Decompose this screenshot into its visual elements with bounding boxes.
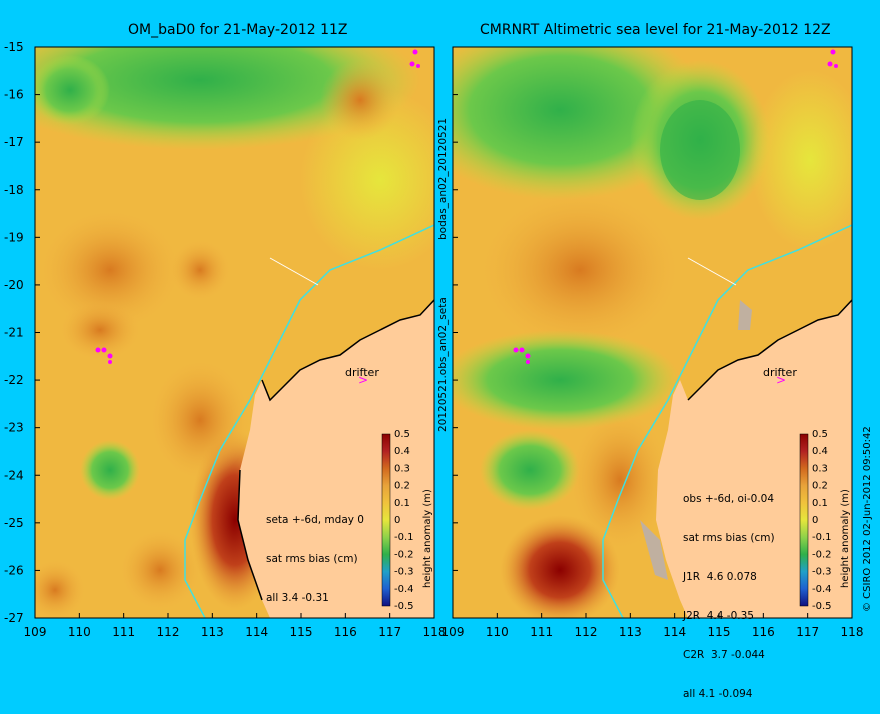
lon-tick-label: 110 <box>486 625 509 639</box>
colorbar-tick-label: 0.5 <box>394 429 410 440</box>
lat-tick-label: -26 <box>4 563 24 577</box>
colorbar-tick-label: 0 <box>812 515 818 526</box>
svg-text:>: > <box>776 373 786 387</box>
right-annotation-line: sat rms bias (cm) <box>683 532 775 544</box>
lat-tick-label: -22 <box>4 373 24 387</box>
lon-tick-label: 118 <box>423 625 446 639</box>
lat-tick-label: -15 <box>4 40 24 54</box>
lon-tick-label: 109 <box>24 625 47 639</box>
lon-tick-label: 110 <box>68 625 91 639</box>
right-annotation-line: C2R 3.7 -0.044 <box>683 649 765 661</box>
lon-tick-label: 113 <box>619 625 642 639</box>
colorbar-tick-label: 0.1 <box>812 498 828 509</box>
lat-tick-label: -25 <box>4 516 24 530</box>
left-colorbar <box>381 433 391 607</box>
lat-tick-label: -21 <box>4 326 24 340</box>
lat-tick-label: -19 <box>4 230 24 244</box>
obs-label: 20120521.obs_an02_seta <box>437 297 449 432</box>
colorbar-ticks: 0.5 0.4 0.3 0.2 0.1 0 -0.1 -0.2 -0.3 -0.4 -0.5 0.5 0… <box>394 429 832 612</box>
lat-tick-label: -18 <box>4 183 24 197</box>
svg-text:>: > <box>358 373 368 387</box>
colorbar-tick-label: 0.2 <box>812 481 828 492</box>
right-annotation: obs +-6d, oi-0.04 sat rms bias (cm) J1R … <box>683 467 775 714</box>
lon-tick-label: 117 <box>378 625 401 639</box>
colorbar-tick-label: -0.1 <box>394 532 414 543</box>
colorbar-tick-label: -0.5 <box>394 601 414 612</box>
lon-tick-label: 109 <box>442 625 465 639</box>
lat-tick-label: -24 <box>4 468 24 482</box>
lon-tick-label: 116 <box>334 625 357 639</box>
left-annotation-line: sat rms bias (cm) <box>266 553 358 565</box>
right-annotation-line: obs +-6d, oi-0.04 <box>683 493 775 505</box>
axis-ticks: -15-16-17-18-19-20-21-22-23-24-25-26-271… <box>4 40 863 639</box>
right-annotation-line: J1R 4.6 0.078 <box>683 571 757 583</box>
colorbar-tick-label: -0.4 <box>812 584 832 595</box>
colorbar-tick-label: 0.3 <box>812 463 828 474</box>
lat-tick-label: -23 <box>4 421 24 435</box>
right-map-title: CMRNRT Altimetric sea level for 21-May-2… <box>480 22 831 38</box>
left-annotation-line: seta +-6d, mday 0 <box>266 514 364 526</box>
colorbar-tick-label: -0.3 <box>394 567 414 578</box>
lat-tick-label: -27 <box>4 611 24 625</box>
left-drifter-markers: > <box>95 49 420 387</box>
colorbar-tick-label: -0.1 <box>812 532 832 543</box>
lon-tick-label: 115 <box>708 625 731 639</box>
left-colorbar-label: height anomaly (m) <box>422 489 433 588</box>
lat-tick-label: -17 <box>4 135 24 149</box>
lat-tick-label: -16 <box>4 88 24 102</box>
copyright-label: © CSIRO 2012 02-Jun-2012 09:50:42 <box>862 426 873 612</box>
lon-tick-label: 112 <box>157 625 180 639</box>
lat-tick-label: -20 <box>4 278 24 292</box>
right-colorbar <box>799 433 809 607</box>
colorbar-tick-label: 0.4 <box>394 446 410 457</box>
left-annotation: seta +-6d, mday 0 sat rms bias (cm) all … <box>266 488 364 618</box>
lon-tick-label: 118 <box>841 625 864 639</box>
right-annotation-line: all 4.1 -0.094 <box>683 688 753 700</box>
left-annotation-line: all 3.4 -0.31 <box>266 592 329 604</box>
colorbar-tick-label: -0.2 <box>394 549 414 560</box>
left-map-title: OM_baD0 for 21-May-2012 11Z <box>128 22 348 38</box>
left-anomaly-field: > <box>35 47 434 618</box>
lon-tick-label: 114 <box>245 625 268 639</box>
lon-tick-label: 111 <box>112 625 135 639</box>
bodas-label: bodas_an02_20120521 <box>437 117 449 240</box>
colorbar-tick-label: 0 <box>394 515 400 526</box>
lon-tick-label: 112 <box>575 625 598 639</box>
colorbar-tick-label: -0.5 <box>812 601 832 612</box>
lon-tick-label: 113 <box>201 625 224 639</box>
right-drifter-label: drifter <box>763 366 797 379</box>
lon-tick-label: 115 <box>290 625 313 639</box>
right-colorbar-label: height anomaly (m) <box>840 489 851 588</box>
lon-tick-label: 111 <box>530 625 553 639</box>
right-annotation-line: J2R 4.4 -0.35 <box>683 610 754 622</box>
colorbar-tick-label: 0.2 <box>394 481 410 492</box>
lon-tick-label: 117 <box>796 625 819 639</box>
colorbar-tick-label: -0.2 <box>812 549 832 560</box>
colorbar-tick-label: -0.3 <box>812 567 832 578</box>
colorbar-tick-label: 0.1 <box>394 498 410 509</box>
maps-canvas: > > -15 -16 -17 -18 -19 -20 -21 -22 -23 -24 -25 <box>4 40 863 639</box>
colorbar-tick-label: 0.4 <box>812 446 828 457</box>
colorbar-tick-label: 0.5 <box>812 429 828 440</box>
lon-tick-label: 114 <box>663 625 686 639</box>
lon-tick-label: 116 <box>752 625 775 639</box>
colorbar-tick-label: 0.3 <box>394 463 410 474</box>
right-drifter-markers: > <box>513 49 838 387</box>
colorbar-tick-label: -0.4 <box>394 584 414 595</box>
left-drifter-label: drifter <box>345 366 379 379</box>
